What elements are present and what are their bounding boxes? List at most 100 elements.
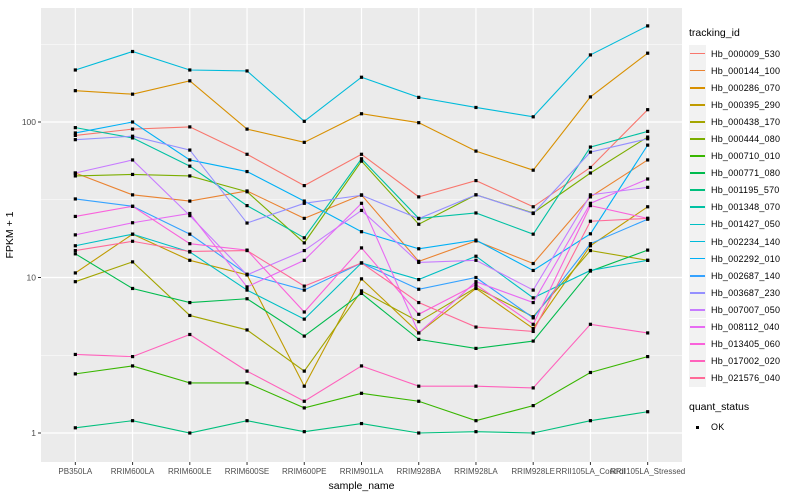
legend-entry-label: Hb_001195_570 [711,185,780,196]
data-point [646,137,650,141]
data-point [73,233,77,237]
legend-key-line [690,377,705,380]
y-axis-title: FPKM + 1 [4,211,16,258]
data-point [302,334,306,338]
data-point [302,317,306,321]
data-point [359,246,364,250]
x-tick-label: RRIM901LA [340,467,384,476]
data-point [531,339,535,343]
legend-key-line [690,309,705,311]
data-point [531,404,535,408]
data-point [474,258,478,262]
data-point [130,127,135,131]
data-point [417,217,421,221]
data-point [130,172,135,177]
legend-key-icon [689,130,706,148]
data-point [646,331,650,335]
data-point [188,242,192,246]
data-point [245,190,249,194]
data-point [359,364,364,368]
legend-key-line [690,291,705,294]
data-point [531,300,535,305]
legend-entry-Hb_021576_040: Hb_021576_040 [689,369,799,387]
legend-key-line [690,52,705,55]
data-point [646,51,650,55]
data-point [646,129,650,134]
legend-entry-label: Hb_013405_060 [711,339,781,350]
data-point [588,219,593,223]
data-point [531,329,535,334]
data-point [474,280,478,284]
data-point [73,426,77,430]
data-point [417,260,421,265]
data-point [588,244,593,248]
legend-key-icon [689,164,706,182]
data-point [302,216,306,220]
data-point [531,115,535,119]
data-point [73,372,77,376]
x-tick-label: RRIM600LA [111,467,155,476]
legend-entry-Hb_000395_290: Hb_000395_290 [689,96,799,114]
legend-key-icon [689,62,706,80]
legend-key-icon [689,147,706,165]
legend-entry-label: Hb_021576_040 [711,373,781,384]
data-point [73,214,77,219]
data-point [302,248,306,253]
x-axis-title: sample_name [329,480,395,492]
data-point [359,75,364,79]
data-point [245,69,249,73]
data-point [302,183,306,188]
data-point [188,199,192,203]
legend-entry-Hb_001195_570: Hb_001195_570 [689,181,799,199]
data-point [417,121,421,125]
legend-key-icon [689,335,706,353]
data-point [73,126,77,130]
data-point [188,174,192,178]
data-point [531,431,535,435]
legend-key-line [690,69,705,72]
data-point [417,399,421,403]
data-point [474,346,478,350]
data-point [188,232,192,236]
legend-key-line [690,326,705,328]
data-point [130,158,135,162]
data-point [588,95,593,99]
legend-entry-label: Hb_000710_010 [711,151,781,162]
data-point [531,288,535,292]
data-point [359,289,364,293]
legend-entry-Hb_001427_050: Hb_001427_050 [689,215,799,233]
data-point [646,216,650,220]
legend-entry-Hb_000444_080: Hb_000444_080 [689,130,799,148]
legend-entry-label: Hb_001348_070 [711,202,781,213]
data-point [130,120,135,124]
data-point [73,171,77,175]
data-point [245,221,249,225]
legend-key-icon [689,215,706,233]
data-point [417,337,421,341]
legend-entry-Hb_000771_080: Hb_000771_080 [689,164,799,182]
data-point [130,204,135,208]
legend-key-line [690,121,705,123]
x-tick-label: RRIM600LE [168,467,212,476]
legend-entry-Hb_003687_230: Hb_003687_230 [689,284,799,302]
data-point [130,49,135,54]
data-point [245,169,249,174]
data-point [359,230,364,234]
legend-entry-label: Hb_000286_070 [711,82,781,93]
data-point [188,158,192,162]
data-point [188,68,192,72]
legend-entry-label: Hb_017002_020 [711,356,781,367]
data-point [73,197,77,201]
data-point [130,419,135,423]
legend-key-line [690,189,705,192]
legend-key-line [690,138,705,140]
data-point [417,331,421,335]
legend-key-line [690,155,705,157]
x-tick-label: RRIM600SE [225,467,269,476]
legend-key-icon [689,352,706,370]
data-point [188,313,192,318]
data-point [531,322,535,326]
data-point [130,239,135,243]
data-point [417,277,421,282]
data-point [359,208,364,213]
